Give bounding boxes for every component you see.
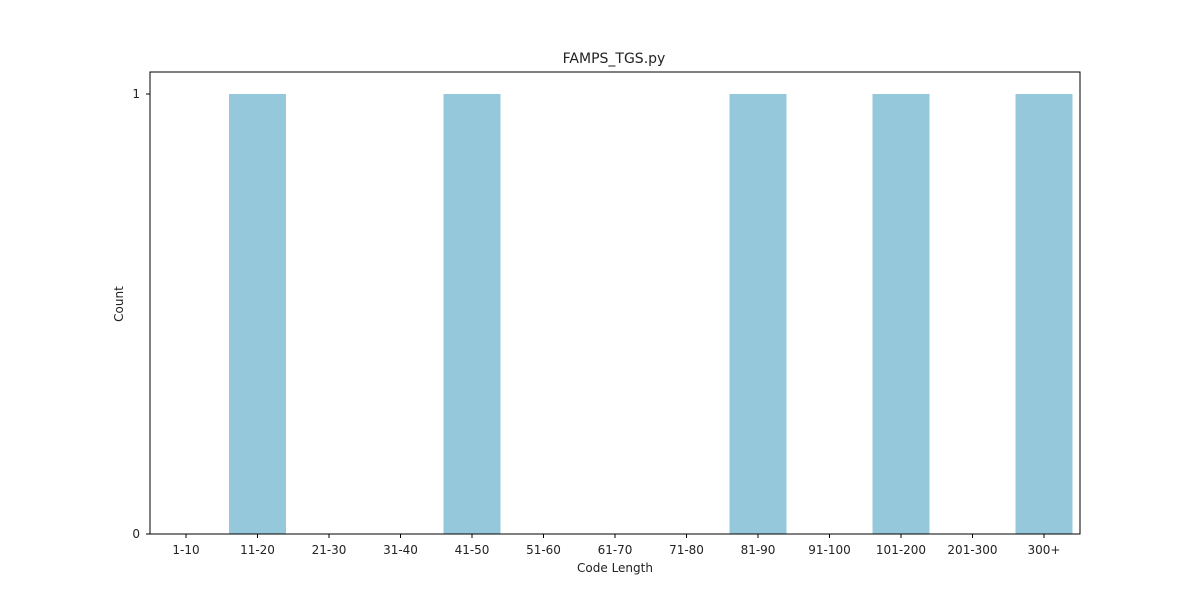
x-tick-label: 61-70 (598, 543, 633, 557)
x-tick-label: 11-20 (240, 543, 275, 557)
y-tick-label: 0 (132, 527, 140, 541)
plot-frame (149, 71, 1081, 535)
bars-group (229, 94, 1073, 534)
bar-41-50 (443, 94, 501, 534)
x-tick-label: 81-90 (741, 543, 776, 557)
bar-101-200 (872, 94, 930, 534)
y-axis-ticks: 01 (132, 87, 150, 541)
x-tick-label: 101-200 (876, 543, 926, 557)
x-tick-label: 71-80 (669, 543, 704, 557)
x-tick-label: 1-10 (172, 543, 199, 557)
bar-300+ (1015, 94, 1073, 534)
x-axis-ticks: 1-10 11-20 21-30 31-40 41-50 51-60 61-70 71-80 8… (172, 534, 1060, 557)
bar-81-90 (729, 94, 787, 534)
x-tick-label: 201-300 (947, 543, 997, 557)
x-tick-label: 21-30 (312, 543, 347, 557)
x-tick-label: 300+ (1028, 543, 1061, 557)
chart-title: FAMPS_TGS.py (563, 51, 666, 67)
bar-11-20 (229, 94, 286, 534)
x-tick-label: 31-40 (383, 543, 418, 557)
x-tick-label: 91-100 (808, 543, 851, 557)
y-axis-label: Count (112, 286, 126, 322)
y-tick-label: 1 (132, 87, 140, 101)
x-tick-label: 51-60 (526, 543, 561, 557)
x-axis-label: Code Length (577, 561, 653, 575)
x-tick-label: 41-50 (455, 543, 490, 557)
